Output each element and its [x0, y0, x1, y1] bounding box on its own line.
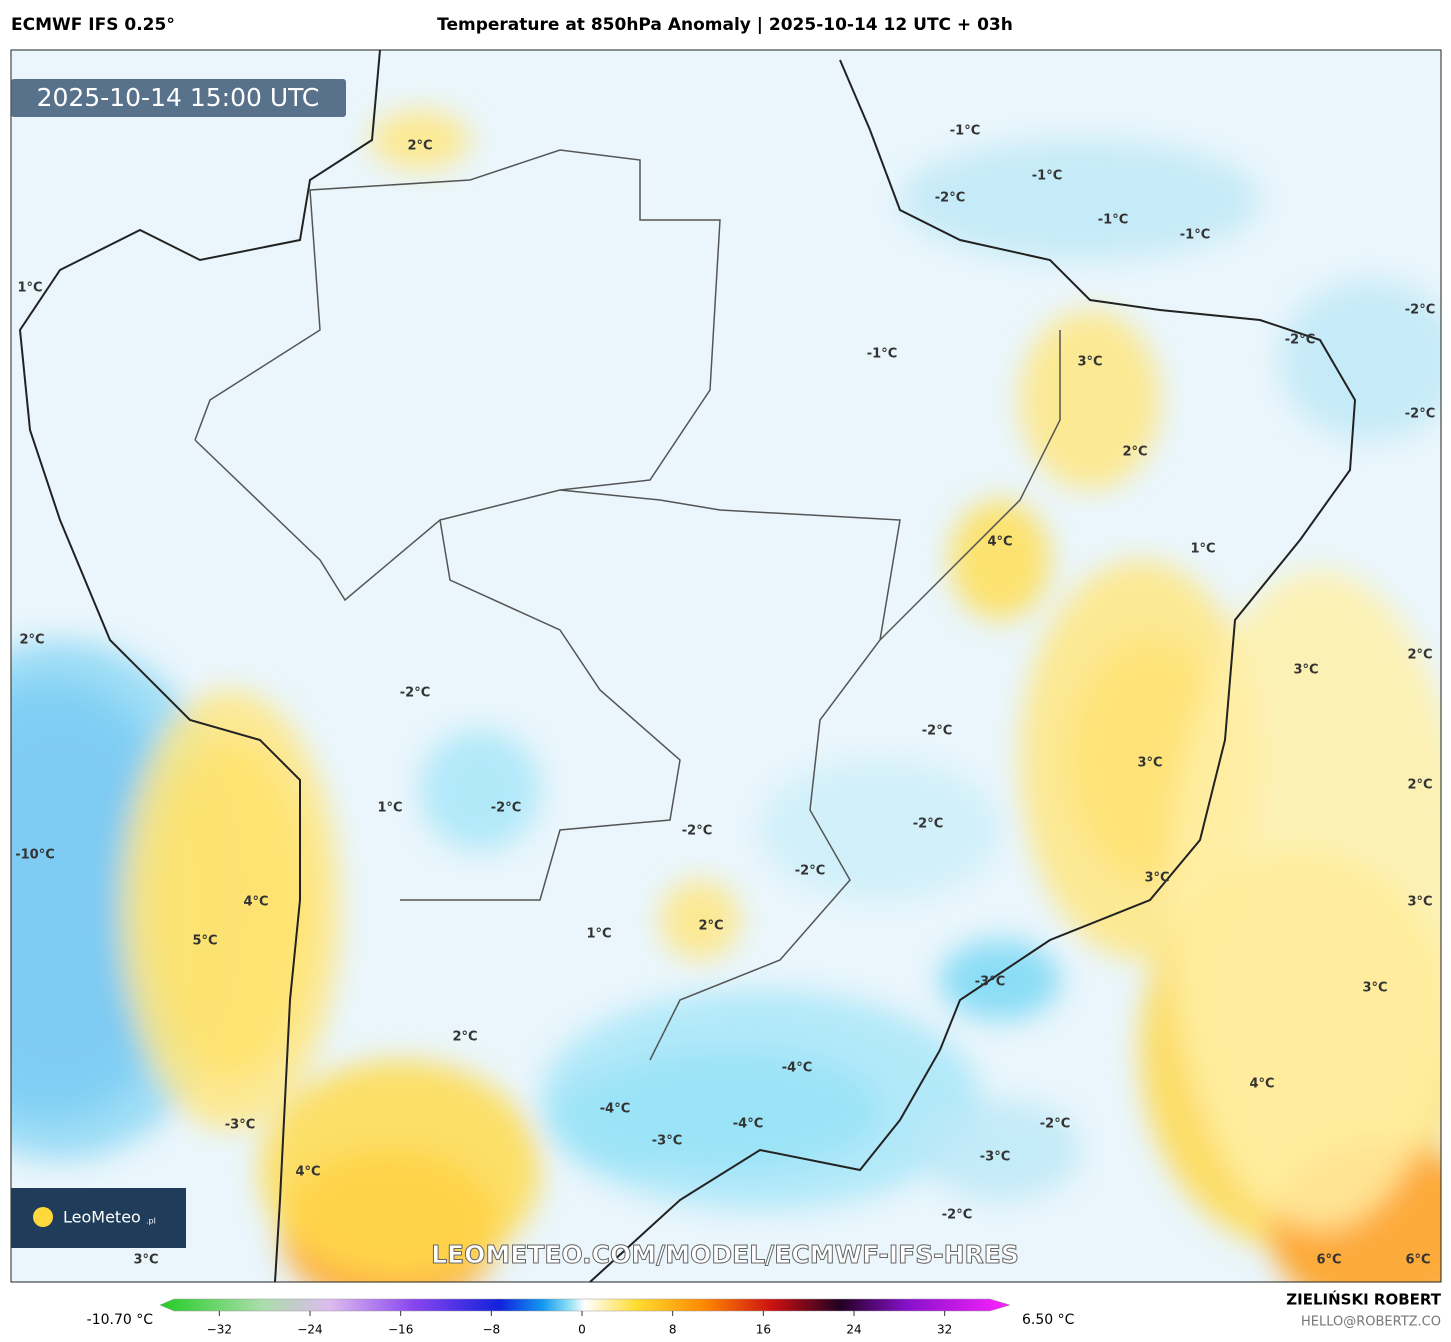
contour-label: 1°C [1190, 542, 1215, 557]
contour-labels: 2°C -1°C -2°C -1°C -1°C -1°C 1°C -2°C -2°C -1°C 3°… [15, 124, 1435, 1268]
contour-label: 3°C [1407, 895, 1432, 910]
contour-label: -3°C [652, 1134, 682, 1149]
contour-label: -2°C [922, 724, 952, 739]
max-label: 6.50 °C [1022, 1312, 1075, 1328]
colorbar-tick-label: 8 [669, 1323, 677, 1337]
contour-label: -1°C [950, 124, 980, 139]
contour-label: 4°C [987, 535, 1012, 550]
coastline [18, 50, 1357, 1282]
colorbar-tick-label: −24 [297, 1323, 322, 1337]
contour-label: 3°C [1293, 663, 1318, 678]
anomaly-area [120, 690, 340, 1130]
anomaly-field [11, 110, 1441, 1282]
contour-label: -1°C [1180, 228, 1210, 243]
colorbar-tick-label: 32 [937, 1323, 952, 1337]
contour-label: -3°C [980, 1150, 1010, 1165]
contour-label: -2°C [1040, 1117, 1070, 1132]
contour-label: 5°C [192, 934, 217, 949]
contour-label: 2°C [698, 919, 723, 934]
anomaly-area [920, 1100, 1080, 1200]
contour-label: -2°C [1285, 333, 1315, 348]
map-area: 2°C -1°C -2°C -1°C -1°C -1°C 1°C -2°C -2°C -1°C 3°… [11, 50, 1441, 1282]
contour-label: -3°C [225, 1118, 255, 1133]
anomaly-area [540, 990, 980, 1210]
anomaly-area [1280, 280, 1441, 440]
contour-label: -2°C [1405, 303, 1435, 318]
contour-label: 3°C [1137, 756, 1162, 771]
anomaly-area [1020, 310, 1160, 490]
contour-label: 1°C [586, 927, 611, 942]
colorbar: −32 −24 −16 −8 0 8 16 24 32 [159, 1298, 1011, 1337]
colorbar-tick-label: −8 [482, 1323, 500, 1337]
contour-label: 6°C [1316, 1253, 1341, 1268]
contour-label: -2°C [935, 191, 965, 206]
anomaly-area [950, 500, 1050, 620]
contour-label: -2°C [942, 1208, 972, 1223]
colorbar-strip [159, 1298, 1011, 1312]
logo-suffix: .pl [146, 1217, 156, 1226]
contour-label: -4°C [782, 1061, 812, 1076]
contour-label: -4°C [600, 1102, 630, 1117]
contour-label: 1°C [17, 281, 42, 296]
contour-label: 2°C [19, 633, 44, 648]
colorbar-tick-label: 16 [756, 1323, 771, 1337]
contour-label: 4°C [1249, 1077, 1274, 1092]
contour-label: -1°C [1098, 213, 1128, 228]
contour-label: 6°C [1405, 1253, 1430, 1268]
anomaly-area [940, 940, 1060, 1020]
email: HELLO@ROBERTZ.CO [1301, 1315, 1441, 1330]
anomaly-area [420, 730, 540, 850]
contour-label: -1°C [867, 347, 897, 362]
anomaly-area [260, 1060, 540, 1280]
contour-label: -3°C [975, 975, 1005, 990]
timestamp-box [11, 79, 346, 117]
contour-label: -2°C [400, 686, 430, 701]
contour-label: 3°C [1362, 981, 1387, 996]
contour-label: -10°C [15, 848, 55, 863]
contour-label: 2°C [1407, 648, 1432, 663]
watermark: LEOMETEO.COM/MODEL/ECMWF-IFS-HRES [431, 1240, 1019, 1269]
contour-label: 4°C [243, 895, 268, 910]
anomaly-area [760, 760, 1000, 900]
author: ZIELIŃSKI ROBERT [1286, 1290, 1441, 1309]
min-label: -10.70 °C [87, 1312, 154, 1328]
contour-label: 3°C [1077, 355, 1102, 370]
contour-label: 2°C [1407, 778, 1432, 793]
anomaly-area [660, 880, 740, 960]
anomaly-area [370, 110, 470, 170]
contour-label: 1°C [377, 801, 402, 816]
map-frame [10, 49, 1442, 1283]
contour-label: 4°C [295, 1165, 320, 1180]
contour-label: -2°C [1405, 407, 1435, 422]
model-name: ECMWF IFS 0.25° [11, 15, 175, 35]
contour-label: 2°C [1122, 445, 1147, 460]
colorbar-tick-label: −16 [388, 1323, 413, 1337]
anomaly-area [900, 140, 1260, 260]
contour-label: 2°C [407, 139, 432, 154]
contour-label: -2°C [491, 801, 521, 816]
contour-label: 3°C [133, 1253, 158, 1268]
contour-label: -2°C [913, 817, 943, 832]
colorbar-tick-label: −32 [207, 1323, 232, 1337]
borders [194, 149, 1061, 1061]
logo-name: LeoMeteo [63, 1208, 141, 1227]
contour-label: -4°C [733, 1117, 763, 1132]
contour-label: -1°C [1032, 169, 1062, 184]
contour-label: -2°C [795, 864, 825, 879]
map-title: Temperature at 850hPa Anomaly | 2025-10-… [437, 15, 1013, 35]
anomaly-area [1170, 570, 1441, 1230]
contour-label: 3°C [1144, 871, 1169, 886]
colorbar-tick-label: 0 [578, 1323, 586, 1337]
contour-label: 2°C [452, 1030, 477, 1045]
timestamp: 2025-10-14 15:00 UTC [37, 83, 320, 112]
contour-label: -2°C [682, 824, 712, 839]
logo-sun [33, 1207, 53, 1227]
colorbar-tick-label: 24 [846, 1323, 861, 1337]
